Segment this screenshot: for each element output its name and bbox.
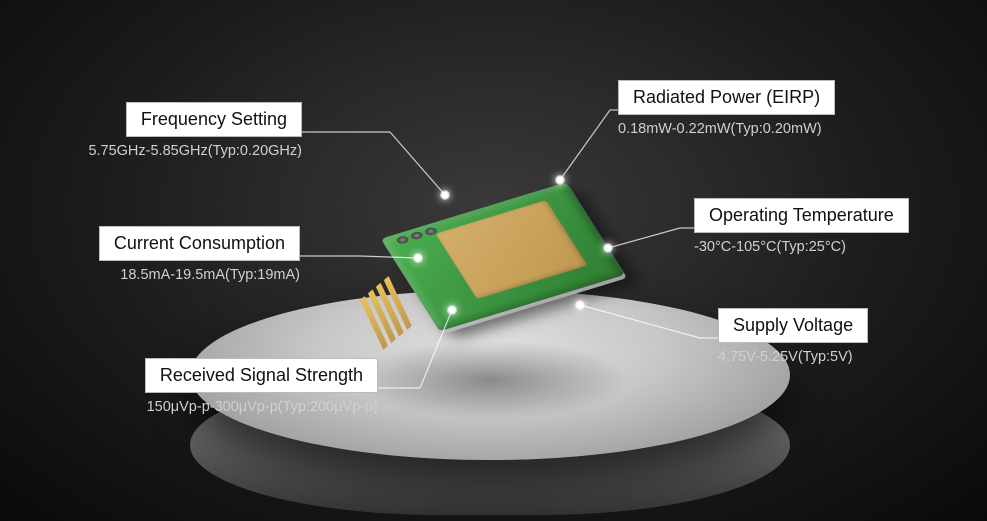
callout-current: Current Consumption 18.5mA-19.5mA(Typ:19… bbox=[99, 226, 300, 283]
callout-title: Radiated Power (EIRP) bbox=[618, 80, 835, 115]
callout-dot-frequency bbox=[440, 190, 450, 200]
callout-value: 0.18mW-0.22mW(Typ:0.20mW) bbox=[618, 121, 835, 137]
callout-dot-power bbox=[555, 175, 565, 185]
pedestal-shadow bbox=[350, 340, 630, 420]
callout-title: Received Signal Strength bbox=[145, 358, 378, 393]
callout-dot-signal bbox=[447, 305, 457, 315]
callout-power: Radiated Power (EIRP) 0.18mW-0.22mW(Typ:… bbox=[618, 80, 835, 137]
callout-signal: Received Signal Strength 150μVp-p-300μVp… bbox=[145, 358, 378, 415]
callout-dot-current bbox=[413, 253, 423, 263]
callout-voltage: Supply Voltage 4.75V-5.25V(Typ:5V) bbox=[718, 308, 868, 365]
callout-value: -30°C-105°C(Typ:25°C) bbox=[694, 239, 909, 255]
callout-title: Operating Temperature bbox=[694, 198, 909, 233]
callout-frequency: Frequency Setting 5.75GHz-5.85GHz(Typ:0.… bbox=[88, 102, 302, 159]
callout-temperature: Operating Temperature -30°C-105°C(Typ:25… bbox=[694, 198, 909, 255]
infographic-stage: Frequency Setting 5.75GHz-5.85GHz(Typ:0.… bbox=[0, 0, 987, 521]
chip-via-icon bbox=[395, 235, 410, 245]
callout-value: 18.5mA-19.5mA(Typ:19mA) bbox=[120, 267, 300, 283]
callout-dot-voltage bbox=[575, 300, 585, 310]
callout-value: 5.75GHz-5.85GHz(Typ:0.20GHz) bbox=[88, 143, 302, 159]
callout-title: Frequency Setting bbox=[126, 102, 302, 137]
callout-title: Current Consumption bbox=[99, 226, 300, 261]
callout-title: Supply Voltage bbox=[718, 308, 868, 343]
callout-value: 150μVp-p-300μVp-p(Typ:200μVp-p) bbox=[147, 399, 378, 415]
callout-value: 4.75V-5.25V(Typ:5V) bbox=[718, 349, 868, 365]
callout-dot-temperature bbox=[603, 243, 613, 253]
